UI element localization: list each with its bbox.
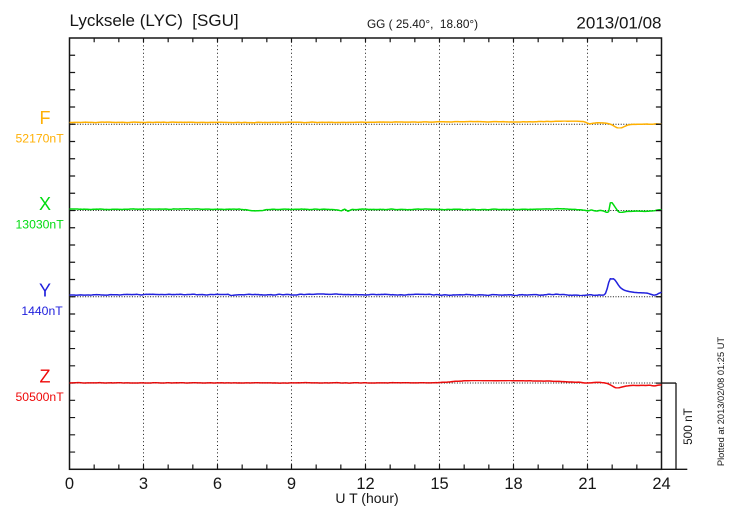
svg-text:13030nT: 13030nT xyxy=(16,218,65,232)
svg-text:9: 9 xyxy=(287,475,296,493)
svg-text:X: X xyxy=(39,194,51,214)
svg-text:50500nT: 50500nT xyxy=(16,390,65,404)
svg-text:GG ( 25.40°, 18.80°): GG ( 25.40°, 18.80°) xyxy=(367,17,478,31)
svg-text:U T (hour): U T (hour) xyxy=(335,490,398,506)
svg-text:F: F xyxy=(40,108,51,128)
svg-text:Y: Y xyxy=(39,280,51,300)
svg-text:12: 12 xyxy=(356,475,374,493)
svg-text:21: 21 xyxy=(578,475,596,493)
svg-text:18: 18 xyxy=(504,475,522,493)
svg-text:52170nT: 52170nT xyxy=(16,131,65,145)
svg-text:24: 24 xyxy=(652,475,670,493)
svg-text:15: 15 xyxy=(430,475,448,493)
svg-text:Z: Z xyxy=(40,367,51,387)
svg-text:0: 0 xyxy=(65,475,74,493)
svg-text:6: 6 xyxy=(213,475,222,493)
svg-text:500 nT: 500 nT xyxy=(681,408,695,445)
svg-text:3: 3 xyxy=(139,475,148,493)
svg-text:1440nT: 1440nT xyxy=(21,304,63,318)
svg-text:2013/01/08: 2013/01/08 xyxy=(576,13,661,32)
svg-text:Plotted at 2013/02/08 01:25 UT: Plotted at 2013/02/08 01:25 UT xyxy=(716,337,726,467)
svg-text:Lycksele (LYC) [SGU]: Lycksele (LYC) [SGU] xyxy=(70,11,239,30)
